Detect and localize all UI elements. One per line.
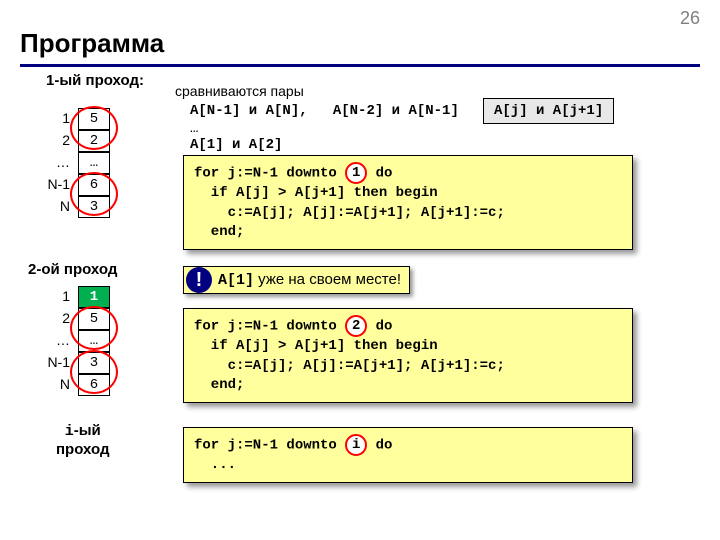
pass2-cell: … bbox=[78, 330, 110, 352]
downto-badge: 2 bbox=[345, 315, 367, 337]
passi-mono: i bbox=[65, 423, 74, 440]
pass2-idx: 1 bbox=[42, 288, 70, 304]
pass2-array: 1 5 … 3 6 bbox=[78, 286, 110, 396]
code-text: do bbox=[367, 438, 392, 454]
pass1-cell: 3 bbox=[78, 196, 110, 218]
pass1-idx: N bbox=[42, 198, 70, 214]
pass2-idx: N bbox=[42, 376, 70, 392]
title-underline bbox=[20, 64, 700, 67]
pass2-cell: 5 bbox=[78, 308, 110, 330]
code-text: end; bbox=[194, 377, 244, 393]
code-text: ... bbox=[194, 457, 236, 473]
code-block-3: for j:=N-1 downto i do ... bbox=[183, 427, 633, 483]
pass2-cell: 3 bbox=[78, 352, 110, 374]
code-text: for j:=N-1 downto bbox=[194, 319, 345, 335]
pass1-val: … bbox=[90, 155, 98, 171]
pass2-idx: … bbox=[42, 332, 70, 348]
pass1-idx: N-1 bbox=[42, 176, 70, 192]
downto-badge: 1 bbox=[345, 162, 367, 184]
pass1-cell: … bbox=[78, 152, 110, 174]
code-text: do bbox=[367, 319, 392, 335]
downto-badge: i bbox=[345, 434, 367, 456]
pass1-idx: … bbox=[42, 154, 70, 170]
pass1-val: 5 bbox=[90, 111, 98, 127]
compare-line2: A[1] и A[2] bbox=[190, 136, 282, 154]
note-mono: A[1] bbox=[218, 272, 254, 289]
code-text: if A[j] > A[j+1] then begin bbox=[194, 185, 438, 201]
pass2-val: 3 bbox=[90, 355, 98, 371]
pass1-cell: 6 bbox=[78, 174, 110, 196]
pass1-val: 3 bbox=[90, 199, 98, 215]
page-number: 26 bbox=[680, 8, 700, 29]
note-box: ! A[1] уже на своем месте! bbox=[183, 266, 410, 294]
code-text: do bbox=[367, 166, 392, 182]
compare-part: A[N-1] и A[N], bbox=[190, 103, 308, 119]
pass1-label: 1-ый проход: bbox=[46, 72, 144, 90]
pass1-idx: 1 bbox=[42, 110, 70, 126]
compare-header: сравниваются пары bbox=[175, 82, 304, 100]
compare-line: A[N-1] и A[N], A[N-2] и A[N-1] bbox=[190, 102, 459, 120]
code-text: for j:=N-1 downto bbox=[194, 166, 345, 182]
pass2-val: 6 bbox=[90, 377, 98, 393]
code-text: if A[j] > A[j+1] then begin bbox=[194, 338, 438, 354]
pass1-idx: 2 bbox=[42, 132, 70, 148]
pass2-val: 5 bbox=[90, 311, 98, 327]
compare-part: A[N-2] и A[N-1] bbox=[333, 103, 459, 119]
pass1-array: 5 2 … 6 3 bbox=[78, 108, 110, 218]
code-block-1: for j:=N-1 downto 1 do if A[j] > A[j+1] … bbox=[183, 155, 633, 250]
pass1-cell: 2 bbox=[78, 130, 110, 152]
code-text: for j:=N-1 downto bbox=[194, 438, 345, 454]
code-text: c:=A[j]; A[j]:=A[j+1]; A[j+1]:=c; bbox=[194, 358, 505, 374]
code-text: end; bbox=[194, 224, 244, 240]
pair-formula-box: A[j] и A[j+1] bbox=[483, 98, 614, 124]
pass2-val: … bbox=[90, 333, 98, 349]
pass1-val: 6 bbox=[90, 177, 98, 193]
warning-icon: ! bbox=[186, 267, 212, 293]
page-title: Программа bbox=[20, 28, 164, 59]
pass2-idx: N-1 bbox=[42, 354, 70, 370]
pass1-cell: 5 bbox=[78, 108, 110, 130]
code-text: c:=A[j]; A[j]:=A[j+1]; A[j+1]:=c; bbox=[194, 205, 505, 221]
pass2-label: 2-ой проход bbox=[28, 261, 117, 279]
pass1-val: 2 bbox=[90, 133, 98, 149]
pass2-cell: 1 bbox=[78, 286, 110, 308]
pass2-idx: 2 bbox=[42, 310, 70, 326]
code-block-2: for j:=N-1 downto 2 do if A[j] > A[j+1] … bbox=[183, 308, 633, 403]
pass2-val: 1 bbox=[90, 289, 98, 305]
note-text: уже на своем месте! bbox=[254, 271, 401, 288]
pass2-cell: 6 bbox=[78, 374, 110, 396]
passi-label: i-ый проход bbox=[56, 404, 109, 459]
